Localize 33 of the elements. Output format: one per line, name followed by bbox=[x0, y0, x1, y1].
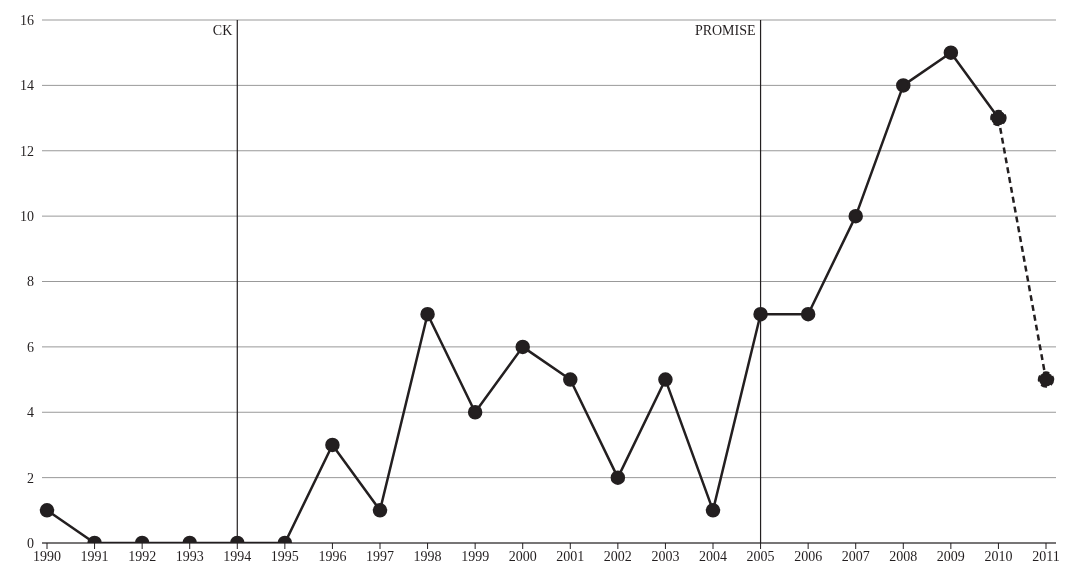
x-tick-label: 2004 bbox=[699, 548, 727, 564]
x-tick-label: 2001 bbox=[556, 548, 585, 564]
x-tick-label: 1993 bbox=[175, 548, 204, 564]
y-tick-label: 16 bbox=[20, 12, 34, 28]
y-tick-label: 4 bbox=[27, 405, 34, 421]
x-tick-label: 2006 bbox=[794, 548, 823, 564]
x-tick-label: 2010 bbox=[984, 548, 1013, 564]
y-tick-label: 2 bbox=[27, 470, 34, 486]
x-tick-label: 1999 bbox=[461, 548, 490, 564]
y-tick-label: 10 bbox=[20, 209, 34, 225]
ref-line-label: CK bbox=[212, 22, 233, 38]
x-tick-label: 2005 bbox=[746, 548, 775, 564]
y-tick-label: 0 bbox=[27, 535, 34, 551]
x-tick-label: 1997 bbox=[366, 548, 394, 564]
x-tick-label: 1996 bbox=[318, 548, 347, 564]
x-tick-label: 2003 bbox=[651, 548, 680, 564]
x-tick-label: 2008 bbox=[889, 548, 918, 564]
x-tick-label: 2002 bbox=[603, 548, 632, 564]
y-tick-label: 8 bbox=[27, 274, 34, 290]
x-tick-label: 2007 bbox=[841, 548, 870, 564]
x-tick-label: 2009 bbox=[936, 548, 965, 564]
x-tick-label: 2000 bbox=[508, 548, 537, 564]
y-tick-label: 12 bbox=[20, 143, 34, 159]
x-tick-label: 2011 bbox=[1032, 548, 1060, 564]
x-tick-label: 1994 bbox=[223, 548, 252, 564]
ref-line-label: PROMISE bbox=[694, 22, 756, 38]
x-tick-label: 1990 bbox=[33, 548, 61, 564]
y-tick-label: 6 bbox=[27, 339, 34, 355]
x-tick-label: 1992 bbox=[128, 548, 157, 564]
x-tick-label: 1998 bbox=[413, 548, 442, 564]
y-tick-label: 14 bbox=[20, 78, 34, 94]
x-tick-label: 1995 bbox=[270, 548, 299, 564]
x-tick-label: 1991 bbox=[80, 548, 109, 564]
